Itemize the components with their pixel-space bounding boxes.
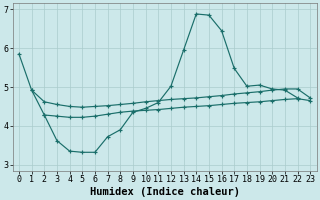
X-axis label: Humidex (Indice chaleur): Humidex (Indice chaleur) xyxy=(90,186,240,197)
